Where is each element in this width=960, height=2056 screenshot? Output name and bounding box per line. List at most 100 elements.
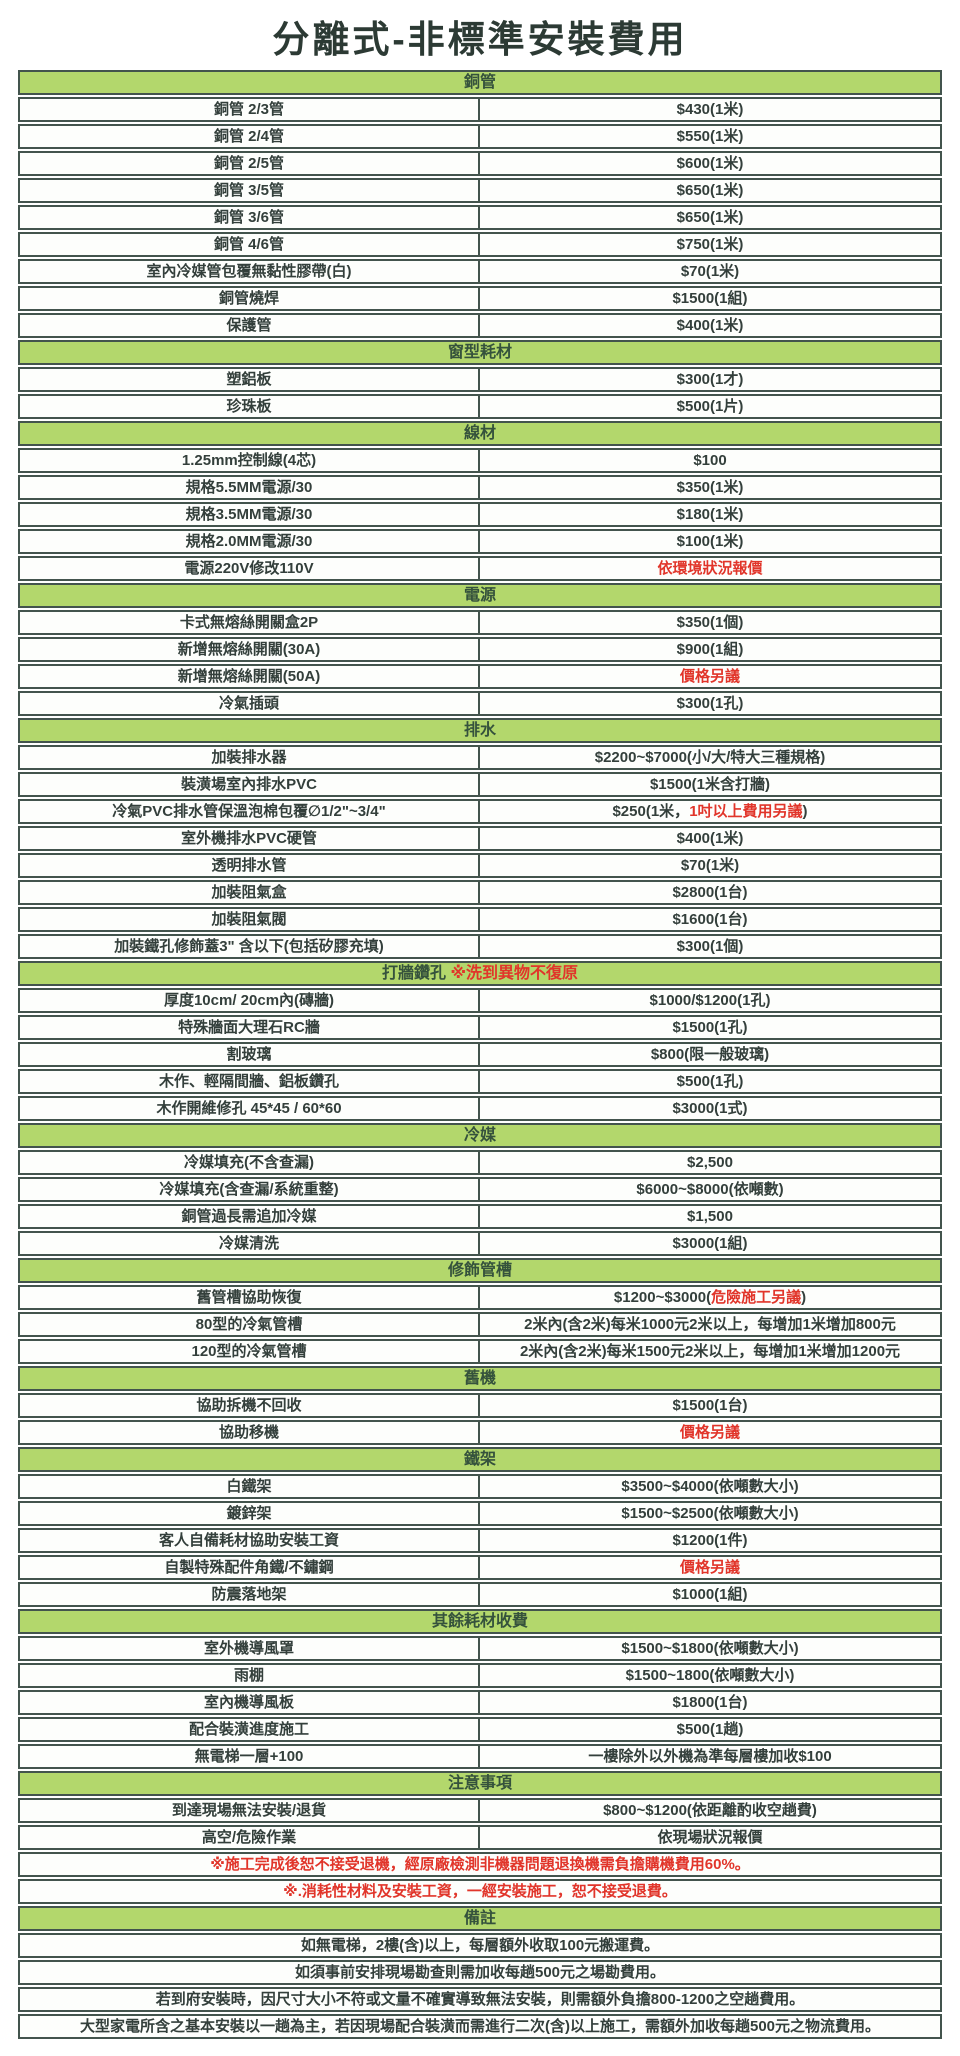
item-value: $2800(1台) — [672, 884, 748, 901]
section-header-0: 銅管 — [18, 70, 942, 95]
item-label: 室內機導風板 — [20, 1692, 480, 1713]
item-value: $800(限一般玻璃) — [650, 1046, 770, 1063]
table-row: 無電梯一層+100 一樓除外以外機為準每層樓加收$100 — [18, 1744, 942, 1769]
item-label: 雨棚 — [20, 1665, 480, 1686]
item-value: 價格另議 — [679, 1559, 740, 1576]
item-label: 協助移機 — [20, 1422, 480, 1443]
item-value: 依環境狀況報價 — [657, 560, 763, 577]
item-value: $180(1米) — [676, 506, 744, 523]
item-label: 銅管 3/5管 — [20, 180, 480, 201]
item-value: $500(1片) — [676, 398, 744, 415]
section-header-9: 鐵架 — [18, 1447, 942, 1472]
item-value: $1500(1台) — [672, 1397, 748, 1414]
section-header-4: 排水 — [18, 718, 942, 743]
item-label: 銅管燒焊 — [20, 288, 480, 309]
item-label: 加裝排水器 — [20, 747, 480, 768]
item-value: 價格另議 — [679, 1424, 740, 1441]
item-label: 客人自備耗材協助安裝工資 — [20, 1530, 480, 1551]
table-row: 鍍鋅架 $1500~$2500(依噸數大小) — [18, 1501, 942, 1526]
item-value: 價格另議 — [679, 668, 740, 685]
item-value: $400(1米) — [676, 317, 744, 334]
item-label: 80型的冷氣管槽 — [20, 1314, 480, 1335]
item-value: $250(1米，1吋以上費用另議) — [480, 801, 940, 822]
item-value: $350(1個) — [676, 614, 744, 631]
full-width-note: 如無電梯，2樓(含)以上，每層額外收取100元搬運費。 — [300, 1937, 660, 1954]
item-label: 冷媒填充(含查漏/系統重整) — [20, 1179, 480, 1200]
item-value: $3000(1組) — [672, 1235, 748, 1252]
item-value: $1600(1台) — [672, 911, 748, 928]
section-header-8: 舊機 — [18, 1366, 942, 1391]
item-value: $2200~$7000(小/大/特大三種規格) — [594, 749, 826, 766]
table-row: 大型家電所含之基本安裝以一趟為主，若因現場配合裝潢而需進行二次(含)以上施工，需… — [18, 2014, 942, 2039]
table-row: 室外機導風罩 $1500~$1800(依噸數大小) — [18, 1636, 942, 1661]
item-value: $350(1米) — [676, 479, 744, 496]
fee-table: 銅管 銅管 2/3管 $430(1米) 銅管 2/4管 $550(1米) 銅管 2/5管 $… — [18, 70, 942, 2039]
table-row: 銅管燒焊 $1500(1組) — [18, 286, 942, 311]
item-value: $1,500 — [687, 1208, 733, 1225]
table-row: 雨棚 $1500~1800(依噸數大小) — [18, 1663, 942, 1688]
full-width-note: 如須事前安排現場勘查則需加收每趟500元之場勘費用。 — [294, 1964, 666, 1981]
item-label: 室外機排水PVC硬管 — [20, 828, 480, 849]
table-row: 冷氣插頭 $300(1孔) — [18, 691, 942, 716]
table-row: 到達現場無法安裝/退貨 $800~$1200(依距離酌收空趟費) — [18, 1798, 942, 1823]
red-note-text: 危險施工另議 — [711, 1289, 802, 1306]
table-row: 冷媒填充(不含查漏) $2,500 — [18, 1150, 942, 1175]
item-value: $1500(1孔) — [672, 1019, 748, 1036]
item-value: $750(1米) — [676, 236, 744, 253]
red-note-text: ※洗到異物不復原 — [450, 965, 578, 982]
item-value: $300(1孔) — [676, 695, 744, 712]
full-width-note: ※.消耗性材料及安裝工資，一經安裝施工，恕不接受退費。 — [283, 1883, 677, 1900]
item-label: 舊管槽協助恢復 — [20, 1287, 480, 1308]
item-label: 厚度10cm/ 20cm內(磚牆) — [20, 990, 480, 1011]
item-label: 1.25mm控制線(4芯) — [20, 450, 480, 471]
item-value: $3000(1式) — [672, 1100, 748, 1117]
table-row: ※施工完成後恕不接受退機，經原廠檢測非機器問題退換機需負擔購機費用60%。 — [18, 1852, 942, 1877]
item-value: $3500~$4000(依噸數大小) — [621, 1478, 799, 1495]
item-value: $800~$1200(依距離酌收空趟費) — [603, 1802, 817, 1819]
section-header-6: 冷媒 — [18, 1123, 942, 1148]
table-row: 特殊牆面大理石RC牆 $1500(1孔) — [18, 1015, 942, 1040]
item-label: 割玻璃 — [20, 1044, 480, 1065]
table-row: 客人自備耗材協助安裝工資 $1200(1件) — [18, 1528, 942, 1553]
item-value: $2,500 — [687, 1154, 733, 1171]
item-label: 透明排水管 — [20, 855, 480, 876]
item-value: $650(1米) — [676, 182, 744, 199]
item-label: 冷媒清洗 — [20, 1233, 480, 1254]
table-row: 協助移機 價格另議 — [18, 1420, 942, 1445]
table-row: 冷氣PVC排水管保溫泡棉包覆∅1/2"~3/4" $250(1米，1吋以上費用另議… — [18, 799, 942, 824]
item-value: $1500~$2500(依噸數大小) — [621, 1505, 799, 1522]
full-width-note: ※施工完成後恕不接受退機，經原廠檢測非機器問題退換機需負擔購機費用60%。 — [210, 1856, 750, 1873]
table-row: 銅管 2/5管 $600(1米) — [18, 151, 942, 176]
table-row: 室外機排水PVC硬管 $400(1米) — [18, 826, 942, 851]
item-label: 木作、輕隔間牆、鋁板鑽孔 — [20, 1071, 480, 1092]
text-segment: $1200~$3000( — [613, 1289, 712, 1306]
table-row: 規格2.0MM電源/30 $100(1米) — [18, 529, 942, 554]
item-label: 電源220V修改110V — [20, 558, 480, 579]
section-header-3: 電源 — [18, 583, 942, 608]
item-value: $300(1才) — [676, 371, 744, 388]
item-value: $1200(1件) — [672, 1532, 748, 1549]
table-row: 割玻璃 $800(限一般玻璃) — [18, 1042, 942, 1067]
item-label: 配合裝潢進度施工 — [20, 1719, 480, 1740]
table-row: 如須事前安排現場勘查則需加收每趟500元之場勘費用。 — [18, 1960, 942, 1985]
full-width-note: 大型家電所含之基本安裝以一趟為主，若因現場配合裝潢而需進行二次(含)以上施工，需… — [79, 2018, 881, 2035]
item-value: $300(1個) — [676, 938, 744, 955]
item-label: 裝潢場室內排水PVC — [20, 774, 480, 795]
table-row: 電源220V修改110V 依環境狀況報價 — [18, 556, 942, 581]
table-row: 銅管 4/6管 $750(1米) — [18, 232, 942, 257]
table-row: 銅管 3/5管 $650(1米) — [18, 178, 942, 203]
item-value: 依現場狀況報價 — [657, 1829, 763, 1846]
table-row: 厚度10cm/ 20cm內(磚牆) $1000/$1200(1孔) — [18, 988, 942, 1013]
item-label: 銅管 4/6管 — [20, 234, 480, 255]
item-label: 室內冷媒管包覆無黏性膠帶(白) — [20, 261, 480, 282]
table-row: 1.25mm控制線(4芯) $100 — [18, 448, 942, 473]
item-value: $1800(1台) — [672, 1694, 748, 1711]
page-title: 分離式-非標準安裝費用 — [272, 19, 688, 60]
item-label: 鍍鋅架 — [20, 1503, 480, 1524]
item-value: $550(1米) — [676, 128, 744, 145]
table-row: 加裝鐵孔修飾蓋3" 含以下(包括矽膠充填) $300(1個) — [18, 934, 942, 959]
item-value: $1500(1組) — [672, 290, 748, 307]
table-row: 規格5.5MM電源/30 $350(1米) — [18, 475, 942, 500]
item-value: $6000~$8000(依噸數) — [636, 1181, 784, 1198]
table-row: 室內機導風板 $1800(1台) — [18, 1690, 942, 1715]
